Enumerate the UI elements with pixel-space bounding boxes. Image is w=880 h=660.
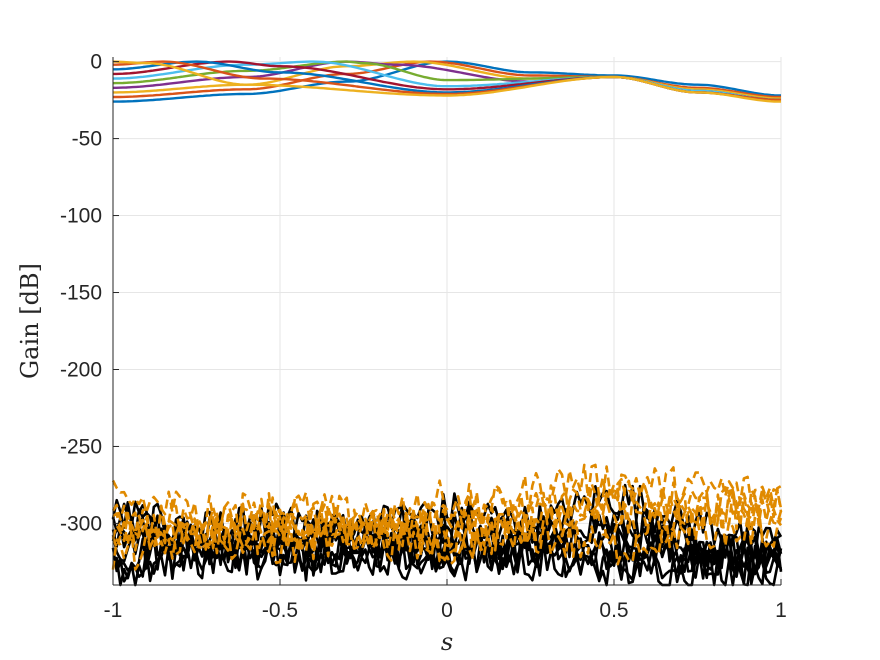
x-tick-label: -0.5 bbox=[262, 599, 298, 622]
series-group bbox=[111, 60, 783, 587]
noise-series-solid bbox=[111, 515, 783, 583]
noise-series-dashed bbox=[111, 488, 783, 571]
axes bbox=[112, 57, 782, 586]
beam-series-line bbox=[112, 60, 781, 103]
noise-series-dashed bbox=[111, 479, 783, 565]
y-tick-label: -150 bbox=[60, 282, 102, 305]
y-tick-label: -250 bbox=[60, 435, 102, 458]
noise-series-dashed bbox=[111, 476, 783, 551]
x-tick-label: 0.5 bbox=[599, 599, 628, 622]
noise-series-dashed bbox=[112, 484, 782, 566]
y-tick-label: 0 bbox=[90, 51, 102, 74]
y-tick-label: -100 bbox=[60, 205, 102, 228]
noise-series-dashed bbox=[111, 463, 783, 556]
x-tick-label: 1 bbox=[775, 599, 787, 622]
y-axis-label: Gain [dB] bbox=[16, 263, 44, 379]
x-tick-label: 0 bbox=[441, 599, 453, 622]
x-axis-label: s bbox=[441, 628, 453, 656]
y-tick-label: -300 bbox=[60, 512, 102, 535]
y-tick-label: -50 bbox=[72, 128, 102, 151]
tick-labels: -1 -0.5 0 0.5 1 0 -50 -100 -150 -200 -250 -300 bbox=[60, 51, 787, 622]
y-tick-label: -200 bbox=[60, 358, 102, 381]
x-tick-label: -1 bbox=[104, 599, 123, 622]
